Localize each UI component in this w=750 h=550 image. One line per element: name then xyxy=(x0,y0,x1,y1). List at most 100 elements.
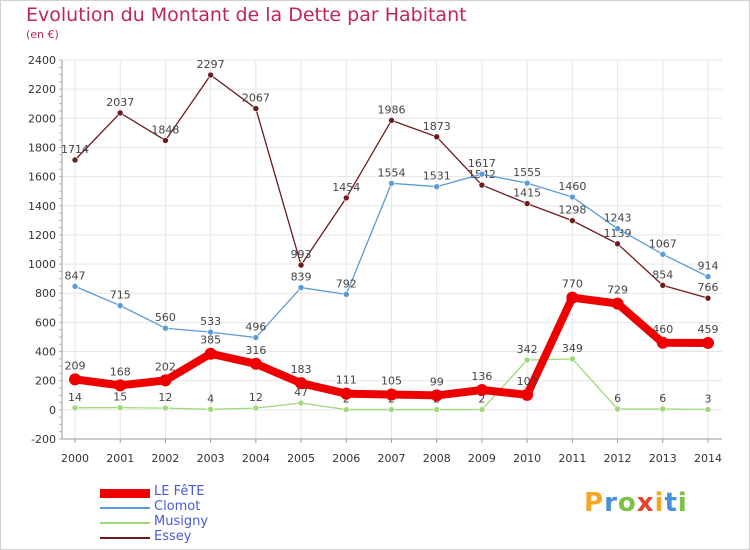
data-point xyxy=(569,355,576,363)
data-point xyxy=(159,374,172,387)
data-label: 103 xyxy=(517,375,538,388)
data-label: 136 xyxy=(471,370,492,383)
legend-label: Essey xyxy=(154,529,192,544)
data-point xyxy=(704,294,712,302)
data-label: 1298 xyxy=(558,204,586,217)
data-point xyxy=(704,273,712,280)
x-tick-label: 2005 xyxy=(287,452,315,465)
data-point xyxy=(114,379,127,392)
data-point xyxy=(116,404,124,411)
logo-letter: r xyxy=(604,488,618,518)
data-point xyxy=(521,388,534,401)
y-tick-label: 1200 xyxy=(28,229,56,242)
data-label: 766 xyxy=(698,281,719,294)
data-label: 3 xyxy=(705,392,712,405)
chart-title: Evolution du Montant de la Dette par Hab… xyxy=(26,4,467,26)
logo-letter: t xyxy=(664,488,678,518)
y-tick-label: 2400 xyxy=(28,54,56,67)
data-label: 316 xyxy=(245,344,266,357)
data-label: 560 xyxy=(155,311,176,324)
data-label: 1873 xyxy=(423,120,451,133)
data-label: 4 xyxy=(207,392,214,405)
data-label: 15 xyxy=(113,391,127,404)
data-label: 2297 xyxy=(197,58,225,71)
data-point xyxy=(569,217,576,224)
y-tick-label: -200 xyxy=(31,433,56,446)
data-point xyxy=(478,170,486,178)
y-tick-label: 800 xyxy=(35,287,56,300)
data-label: 460 xyxy=(652,323,673,336)
data-point xyxy=(204,347,217,360)
data-point xyxy=(162,404,169,412)
data-point xyxy=(523,179,531,187)
data-point xyxy=(342,406,350,413)
data-point xyxy=(433,406,441,413)
data-label: 2037 xyxy=(106,96,134,109)
data-label: 6 xyxy=(614,392,621,405)
x-tick-label: 2004 xyxy=(242,452,270,465)
data-point xyxy=(297,284,305,291)
data-label: 385 xyxy=(200,334,221,347)
logo-letter: i xyxy=(677,488,688,518)
y-tick-label: 1800 xyxy=(28,141,56,154)
data-label: 12 xyxy=(249,391,263,404)
data-point xyxy=(297,399,305,407)
data-point xyxy=(659,282,667,289)
y-tick-label: 2200 xyxy=(28,83,56,96)
data-point xyxy=(252,404,260,412)
data-point xyxy=(342,194,350,202)
x-tick-label: 2001 xyxy=(106,452,134,465)
data-label: 1139 xyxy=(604,227,632,240)
data-label: 993 xyxy=(291,248,312,261)
data-label: 914 xyxy=(698,260,719,273)
x-tick-label: 2006 xyxy=(332,452,360,465)
x-tick-label: 2013 xyxy=(649,452,677,465)
data-point xyxy=(71,283,79,290)
data-label: 847 xyxy=(65,269,86,282)
data-label: 1454 xyxy=(332,181,360,194)
logo-letter: i xyxy=(654,488,665,518)
data-label: 1986 xyxy=(378,103,406,116)
logo-letter: P xyxy=(584,488,605,518)
x-tick-label: 2002 xyxy=(151,452,179,465)
data-label: 729 xyxy=(607,284,628,297)
legend-label: Musigny xyxy=(154,514,209,529)
data-point xyxy=(252,334,260,341)
y-tick-label: 400 xyxy=(35,346,56,359)
legend-swatch-le-fete xyxy=(100,489,150,498)
data-label: 1243 xyxy=(604,212,632,225)
data-label: 349 xyxy=(562,342,583,355)
data-point xyxy=(566,291,579,304)
data-label: 1848 xyxy=(151,123,179,136)
x-tick-label: 2009 xyxy=(468,452,496,465)
data-label: 496 xyxy=(245,321,266,334)
data-label: 533 xyxy=(200,315,221,328)
x-tick-label: 2003 xyxy=(197,452,225,465)
data-label: 47 xyxy=(294,386,308,399)
data-point xyxy=(704,406,712,413)
legend-label: Clomot xyxy=(154,499,201,514)
data-point xyxy=(340,387,353,400)
data-point xyxy=(342,291,350,298)
data-point xyxy=(295,377,308,390)
y-tick-label: 0 xyxy=(49,404,56,417)
y-tick-label: 1000 xyxy=(28,258,56,271)
y-tick-label: 1600 xyxy=(28,171,56,184)
data-point xyxy=(116,109,124,117)
data-point xyxy=(614,240,621,248)
data-point xyxy=(207,71,214,79)
data-point xyxy=(388,406,395,413)
data-point xyxy=(656,336,669,349)
data-label: 99 xyxy=(430,375,444,388)
data-label: 14 xyxy=(68,391,82,404)
data-point xyxy=(611,297,624,310)
data-label: 209 xyxy=(65,359,86,372)
data-point xyxy=(207,405,214,413)
legend-swatch-essey xyxy=(100,537,150,539)
x-tick-label: 2011 xyxy=(558,452,586,465)
data-point xyxy=(433,133,441,141)
data-point xyxy=(162,137,169,144)
data-point xyxy=(297,261,305,269)
data-point xyxy=(475,384,488,397)
data-point xyxy=(71,156,79,164)
